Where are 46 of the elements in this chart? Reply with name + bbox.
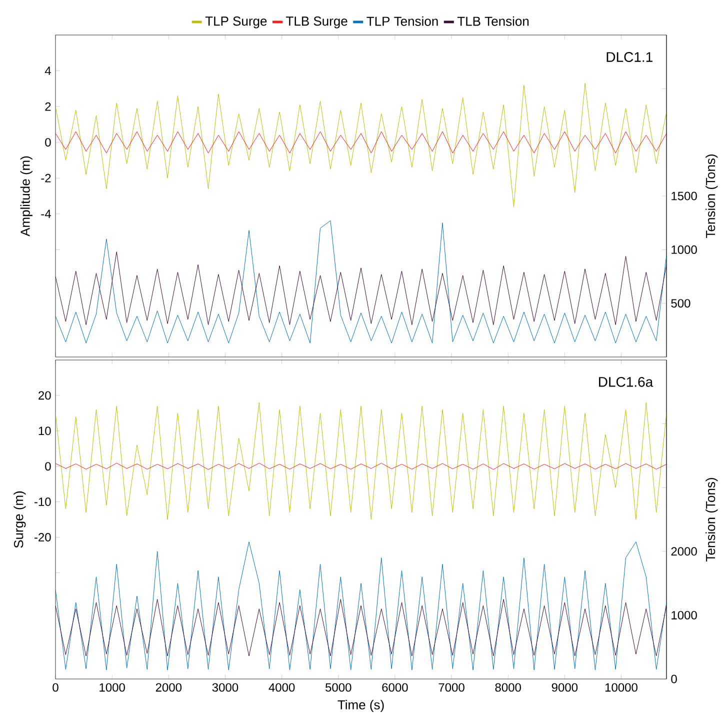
line-series [56,462,666,470]
annotation: DLC1.6a [599,376,654,387]
x-tick-label: 6000 [382,683,408,692]
x-tick-label: 10000 [605,683,638,692]
y2-axis-title: Tension (Tons) [706,478,718,562]
line-series [56,598,666,656]
y-tick-label: 0 [45,462,51,471]
y2-tick-label: 500 [671,299,690,308]
x-tick-label: 0 [52,683,58,692]
y-tick-label: 10 [38,426,51,436]
y-tick-label: -2 [41,174,51,182]
x-tick-label: 9000 [552,683,578,692]
x-tick-label: 2000 [156,683,182,692]
y-tick-label: 0 [45,138,51,147]
y2-tick-label: 1000 [672,610,697,620]
x-tick-label: 3000 [212,683,238,692]
line-series [56,542,666,670]
y2-tick-label: 2000 [671,547,697,556]
legend-label: TLP Surge [205,16,267,28]
line-series [56,83,666,207]
y-tick-label: -4 [41,210,51,218]
y2-tick-label: 0 [671,674,677,684]
x-tick-label: 4000 [268,683,295,692]
y2-tick-label: 1500 [672,192,697,200]
y-tick-label: -10 [34,498,51,506]
x-tick-label: 5000 [326,683,352,692]
legend-label: TLB Surge [286,16,348,28]
y2-axis-title: Tension (Tons) [706,154,718,238]
annotation: DLC1.1 [606,52,652,62]
x-tick-label: 7000 [438,683,464,692]
line-series [56,131,666,154]
line-series [56,252,666,326]
y-axis-title: Amplitude (m) [20,156,32,236]
x-tick-label: 8000 [495,683,521,692]
legend-label: TLB Tension [457,16,529,26]
y-tick-label: -20 [34,532,51,542]
legend-label: TLP Tension [366,16,438,26]
y2-tick-label: 1000 [672,245,697,254]
y-tick-label: 20 [38,391,51,400]
line-series [56,402,666,520]
y-tick-label: 2 [45,102,51,111]
line-series [56,220,666,344]
y-axis-title: Surge (m) [14,491,26,548]
y-tick-label: 4 [44,66,51,75]
x-axis-title: Time (s) [338,700,384,712]
x-tick-label: 1000 [100,683,125,692]
